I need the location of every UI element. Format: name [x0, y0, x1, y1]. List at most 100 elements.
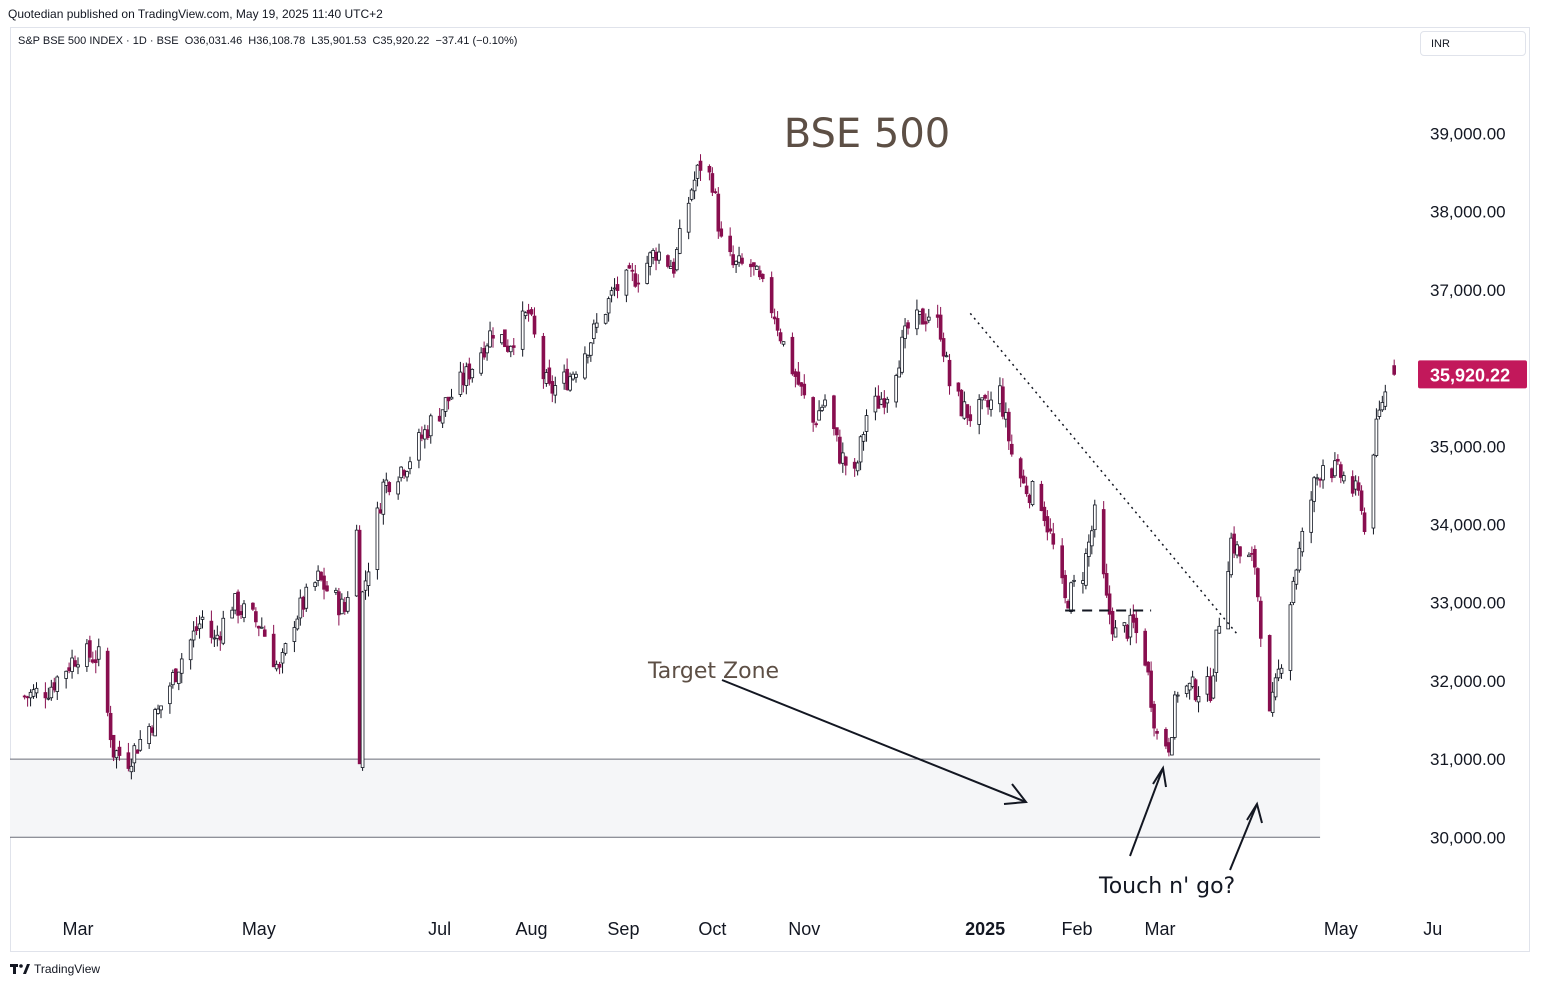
candle-body: [257, 625, 261, 629]
candle-body: [488, 330, 492, 348]
candle-body: [197, 623, 202, 630]
footer-brand-text: TradingView: [34, 962, 101, 976]
candle-body: [758, 270, 762, 278]
candle-body: [1060, 545, 1064, 579]
candle-body: [437, 415, 442, 422]
candle-body: [1164, 729, 1168, 747]
time-tick-label: May: [242, 919, 276, 939]
candle-body: [1072, 579, 1076, 582]
candle-body: [168, 685, 172, 705]
candle-body: [1021, 475, 1026, 484]
candle-body: [832, 395, 836, 430]
candle-body: [1042, 506, 1047, 522]
candle-body: [1253, 548, 1257, 568]
candle-body: [176, 671, 181, 684]
candle-body: [627, 265, 632, 269]
candle-body: [179, 658, 184, 674]
candle-body: [674, 249, 679, 271]
candle-body: [271, 633, 276, 668]
candle-body: [129, 765, 134, 773]
time-axis: Mar May Jul Aug Sep Oct Nov 2025 Feb Mar May Ju: [63, 919, 1443, 939]
candle-body: [769, 277, 774, 314]
candle-body: [408, 461, 412, 470]
candle-body: [755, 265, 759, 270]
candle-body: [606, 298, 611, 314]
price-tick-label: 37,000.00: [1430, 281, 1506, 300]
candle-body: [672, 261, 676, 274]
price-tick-label: 30,000.00: [1430, 828, 1506, 847]
candle-body: [283, 643, 288, 654]
candle-body: [375, 507, 380, 570]
candle-body: [852, 461, 857, 469]
candle-body: [541, 335, 546, 380]
price-tick-label: 33,000.00: [1430, 594, 1506, 613]
candle-body: [1392, 365, 1396, 375]
candle-body: [1027, 494, 1032, 504]
candle-body: [591, 323, 596, 340]
candle-body: [790, 336, 795, 375]
candle-body: [428, 415, 433, 437]
candle-body: [73, 660, 77, 667]
time-tick-label: May: [1324, 919, 1358, 939]
candle-body: [378, 509, 383, 514]
candle-body: [215, 634, 220, 639]
candle-body: [734, 260, 738, 265]
candle-body: [28, 691, 33, 699]
candle-body: [1051, 533, 1056, 545]
candle-body: [230, 609, 234, 619]
candle-body: [340, 598, 344, 615]
candle-body: [55, 676, 60, 692]
currency-selector[interactable]: INR: [1420, 31, 1526, 56]
candle-body: [171, 672, 175, 686]
candle-body: [529, 309, 534, 315]
chart-frame[interactable]: [10, 27, 1530, 952]
candle-body: [1208, 676, 1213, 701]
time-tick-label: Mar: [1145, 919, 1176, 939]
candle-body: [1383, 391, 1388, 407]
candle-body: [1122, 622, 1127, 627]
candle-body: [532, 315, 537, 335]
candle-body: [1353, 480, 1358, 490]
candle-body: [126, 752, 131, 769]
footer-brand[interactable]: TradingView: [10, 962, 100, 976]
candle-body: [1214, 629, 1219, 673]
candle-body: [1009, 443, 1014, 455]
candle-body: [983, 394, 987, 399]
price-tick-label: 34,000.00: [1430, 516, 1506, 535]
candle-body: [251, 602, 255, 610]
candle-body: [93, 659, 98, 664]
candle-body: [962, 401, 967, 419]
candle-body: [277, 664, 282, 668]
candle-body: [624, 269, 629, 296]
candle-body: [1131, 614, 1136, 623]
candle-body: [835, 427, 839, 436]
candle-body: [571, 373, 575, 380]
candle-body: [1128, 614, 1133, 638]
candle-body: [692, 179, 697, 192]
candle-body: [479, 352, 483, 374]
target-zone: [10, 759, 1321, 838]
time-tick-label: Jul: [428, 919, 451, 939]
candle-body: [236, 591, 240, 616]
candle-body: [520, 310, 525, 350]
candle-body: [1291, 580, 1296, 604]
candle-body: [778, 332, 783, 342]
candle-body: [114, 750, 119, 759]
candle-body: [1018, 458, 1023, 479]
candle-body: [648, 252, 652, 267]
candle-body: [1101, 509, 1106, 575]
candle-body: [1167, 742, 1171, 753]
candle-body: [716, 193, 721, 232]
candle-body: [396, 481, 400, 495]
candle-body: [1300, 530, 1305, 553]
candle-body: [1380, 402, 1385, 411]
candle-body: [233, 593, 237, 611]
candle-body: [968, 414, 973, 422]
candle-body: [242, 603, 246, 619]
time-tick-label: Aug: [516, 919, 548, 939]
candle-body: [470, 368, 475, 379]
candle-body: [921, 308, 925, 325]
candle-body: [1356, 482, 1361, 491]
candle-body: [425, 429, 430, 438]
